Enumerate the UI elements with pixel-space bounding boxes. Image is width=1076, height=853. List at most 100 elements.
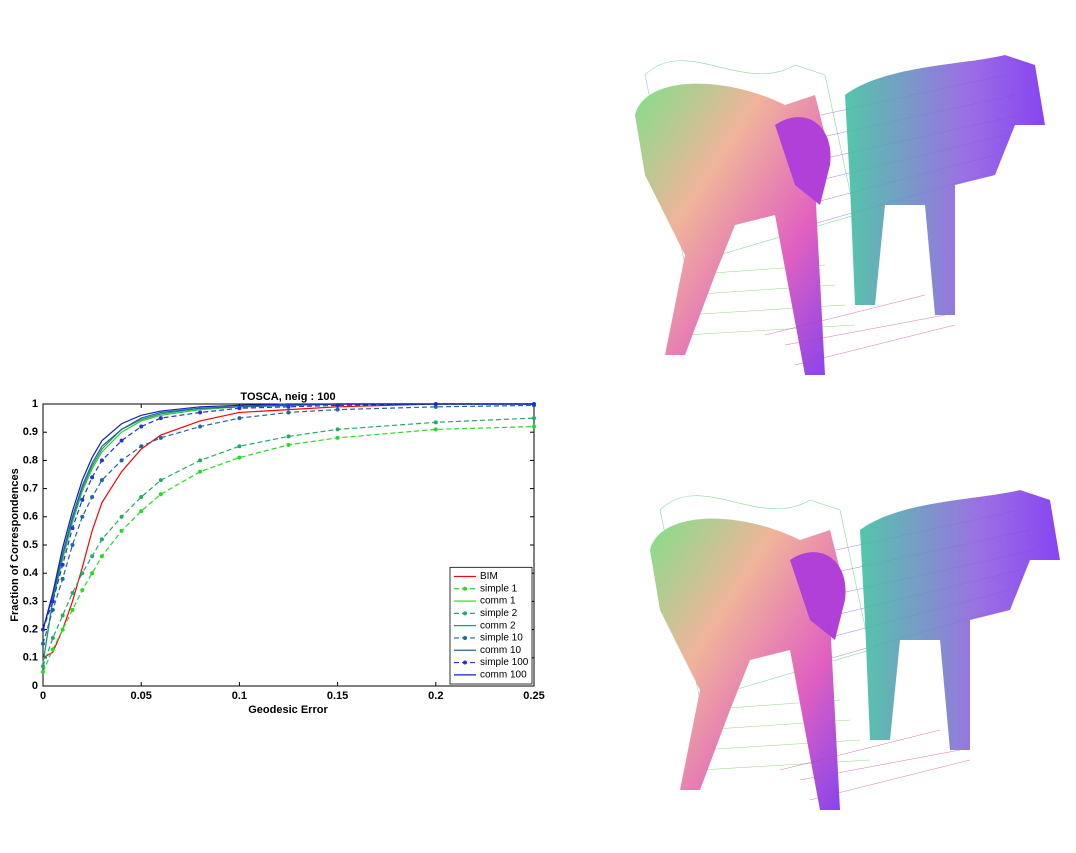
legend-marker — [463, 635, 467, 640]
series-marker — [335, 407, 340, 412]
series-marker — [80, 514, 85, 519]
series-marker — [119, 458, 124, 463]
series-marker — [237, 444, 242, 449]
y-axis-label: Fraction of Correspondences — [9, 468, 21, 621]
series-marker — [41, 641, 45, 646]
legend-label: comm 100 — [480, 669, 527, 680]
y-tick-label: 0.3 — [23, 595, 38, 607]
legend-marker — [463, 586, 467, 591]
series-marker — [237, 455, 242, 460]
series-marker — [70, 607, 75, 612]
series-marker — [139, 424, 144, 429]
x-tick-label: 0.2 — [428, 690, 443, 702]
horse-render-top — [634, 54, 1046, 376]
series-marker — [198, 424, 203, 429]
y-tick-label: 0.9 — [23, 426, 38, 438]
series-marker — [99, 458, 104, 463]
series-marker — [198, 410, 203, 415]
legend-label: comm 1 — [480, 596, 516, 607]
series-marker — [50, 599, 55, 604]
x-tick-label: 0.15 — [327, 690, 348, 702]
legend-marker — [463, 660, 467, 665]
series-marker — [80, 588, 85, 593]
series-marker — [50, 647, 55, 652]
series-marker — [41, 664, 45, 669]
series-marker — [198, 458, 203, 463]
series-marker — [60, 627, 65, 632]
y-tick-label: 0.6 — [23, 511, 38, 523]
horse-render-bottom — [649, 489, 1061, 811]
legend-label: simple 10 — [480, 633, 523, 644]
series-marker — [335, 435, 340, 440]
series-marker — [158, 492, 163, 497]
legend-label: comm 2 — [480, 620, 516, 631]
series-marker — [286, 404, 291, 409]
series-marker — [99, 554, 104, 559]
series-marker — [70, 590, 75, 595]
series-marker — [119, 438, 124, 443]
series-marker — [70, 526, 75, 531]
series-marker — [433, 404, 438, 409]
legend-label: BIM — [480, 571, 498, 582]
series-marker — [60, 562, 65, 567]
series-marker — [119, 514, 124, 519]
series-marker — [60, 613, 65, 618]
series-marker — [158, 416, 163, 421]
series-marker — [50, 607, 55, 612]
series-marker — [60, 576, 65, 581]
x-tick-label: 0.25 — [523, 690, 544, 702]
series-line — [42, 403, 534, 630]
series-marker — [532, 416, 536, 421]
series-marker — [139, 444, 144, 449]
series-marker — [433, 420, 438, 425]
y-tick-label: 0 — [32, 680, 38, 692]
series-line — [42, 403, 534, 630]
series-marker — [80, 571, 85, 576]
y-tick-label: 0.1 — [23, 652, 38, 664]
series-marker — [90, 495, 95, 500]
series-line — [42, 417, 535, 667]
y-tick-label: 0.8 — [23, 454, 38, 466]
series-marker — [119, 528, 124, 533]
series-line — [42, 403, 534, 659]
series-marker — [99, 537, 104, 542]
legend-label: simple 1 — [480, 583, 518, 594]
legend-label: simple 2 — [480, 608, 518, 619]
series-marker — [286, 410, 291, 415]
series-marker — [41, 669, 45, 674]
y-tick-label: 0.7 — [23, 483, 38, 495]
legend-marker — [463, 611, 467, 616]
series-marker — [50, 636, 55, 641]
y-tick-label: 0.5 — [23, 539, 38, 551]
series-marker — [139, 509, 144, 514]
series-marker — [90, 554, 95, 559]
series-marker — [158, 478, 163, 483]
x-axis-label: Geodesic Error — [248, 704, 328, 716]
x-tick-label: 0.1 — [232, 690, 247, 702]
y-tick-label: 0.4 — [23, 567, 39, 579]
series-line — [42, 403, 534, 630]
y-tick-label: 0.2 — [23, 624, 38, 636]
series-marker — [90, 571, 95, 576]
series-marker — [99, 478, 104, 483]
series-marker — [198, 469, 203, 474]
chart: TOSCA, neig : 100 Geodesic Error Fractio… — [9, 391, 545, 716]
series-line — [42, 425, 535, 673]
series-marker — [335, 427, 340, 432]
series-marker — [237, 406, 242, 411]
series-marker — [532, 424, 536, 429]
x-tick-label: 0 — [40, 690, 46, 702]
series-marker — [90, 475, 95, 480]
legend-label: comm 10 — [480, 645, 522, 656]
series-line — [42, 404, 535, 644]
chart-title: TOSCA, neig : 100 — [240, 391, 335, 403]
y-tick-label: 1 — [32, 398, 38, 410]
series-marker — [286, 442, 291, 447]
series-marker — [139, 495, 144, 500]
series-marker — [70, 543, 75, 547]
series-marker — [237, 416, 242, 421]
series-marker — [433, 427, 438, 432]
x-tick-label: 0.05 — [130, 690, 151, 702]
series-marker — [286, 434, 291, 439]
